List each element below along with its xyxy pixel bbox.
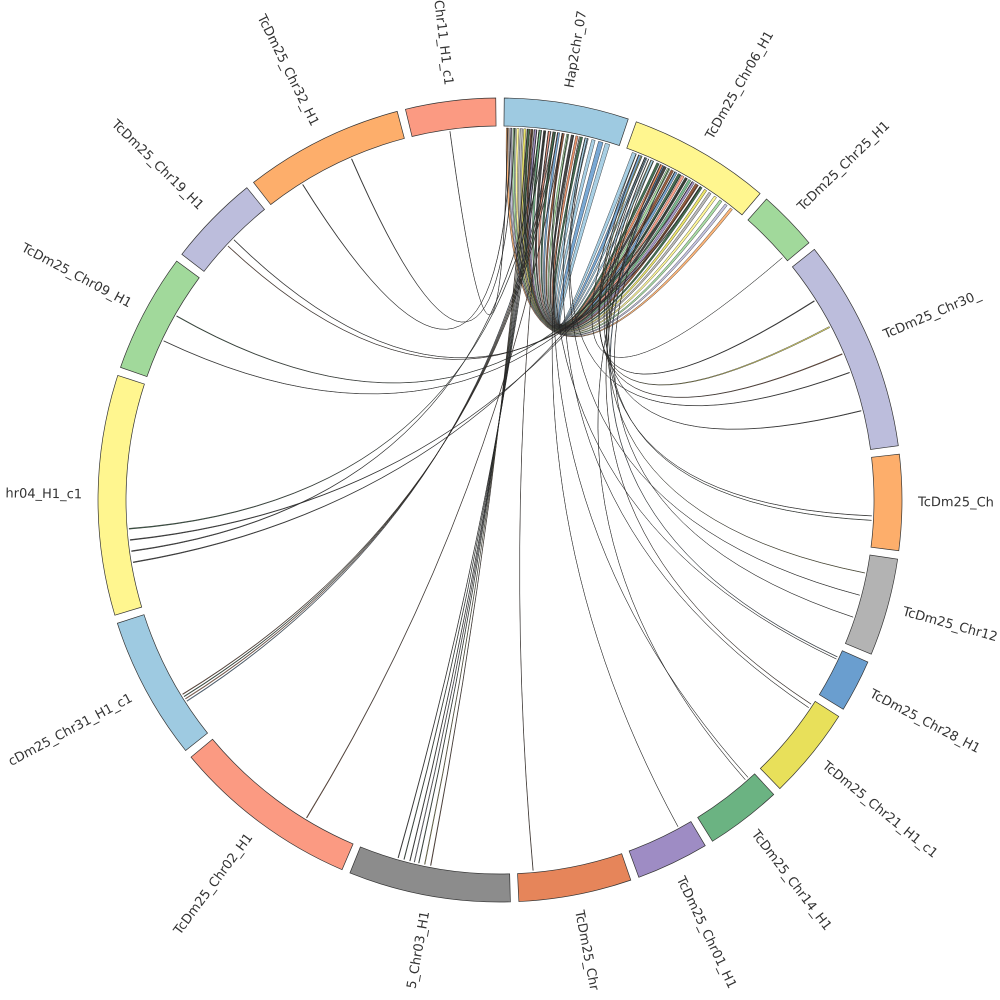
link-51: [562, 136, 810, 709]
sector-label: TcDm25_Chr06_H1: [702, 29, 777, 143]
sector-12: [190, 738, 354, 871]
sector-label: Hap2chr_07: [562, 10, 590, 89]
sector-label: 5_Chr03_H1: [405, 910, 434, 990]
sector-6: [818, 650, 869, 710]
link-24: [302, 127, 512, 330]
sector-label: TcDm25_Chr09_H1: [18, 240, 134, 311]
link-46: [519, 130, 549, 871]
sector-3: [791, 248, 899, 450]
sector-label: TcDm25_Chr02_H1: [171, 831, 257, 939]
link-14: [545, 132, 674, 327]
sector-4: [870, 453, 903, 552]
link-57: [605, 158, 872, 517]
sector-0: [503, 97, 629, 146]
link-30: [132, 171, 676, 563]
link-0: [505, 127, 733, 338]
sector-label: cDm25_Chr31_H1_c1: [6, 691, 135, 770]
sector-label: TcDm25_Chr32_H1: [253, 11, 321, 128]
link-23: [449, 127, 509, 315]
link-3: [515, 128, 717, 334]
link-29: [176, 177, 688, 384]
sector-label: TcDm25_Chr14_H1: [747, 827, 834, 934]
link-44: [403, 129, 540, 860]
link-63: [603, 157, 862, 430]
sector-label: Chr11_H1_c1: [430, 0, 455, 86]
sector-label: TcDm25_Ch: [917, 495, 994, 510]
link-43: [409, 129, 538, 862]
sector-label: TcDm25_Chr28_H1: [866, 686, 982, 756]
link-45: [397, 130, 542, 859]
link-33: [128, 130, 546, 530]
link-2: [512, 128, 723, 335]
link-5: [521, 128, 707, 332]
sector-16: [181, 187, 265, 272]
sector-5: [844, 554, 899, 655]
sector-17: [253, 110, 405, 206]
sector-2: [747, 198, 810, 262]
link-26: [227, 184, 699, 360]
link-27: [233, 186, 701, 359]
link-62: [569, 138, 850, 406]
sector-label: TcDm25_Chr21_H1_c1: [818, 758, 940, 861]
link-40: [424, 128, 531, 865]
sector-label: TcDm25_Chr25_H1: [794, 118, 893, 215]
link-25: [351, 128, 516, 323]
link-22: [559, 142, 637, 325]
sector-7: [759, 700, 840, 790]
link-18: [553, 136, 660, 326]
link-15: [547, 133, 671, 327]
link-32: [129, 174, 682, 541]
link-54: [606, 159, 866, 574]
link-28: [163, 181, 693, 395]
link-55: [568, 137, 860, 596]
link-58: [608, 160, 872, 521]
link-1: [509, 127, 728, 336]
links-layer: [128, 127, 872, 871]
link-60: [598, 155, 830, 386]
sector-9: [628, 821, 706, 878]
link-37: [182, 132, 559, 695]
sector-10: [517, 853, 632, 902]
link-52: [609, 165, 838, 658]
sector-label: TcDm25_Chr: [571, 908, 601, 992]
sectors-layer: [97, 97, 903, 903]
link-36: [183, 131, 556, 698]
sector-11: [349, 846, 511, 903]
sector-label: TcDm25_Chr30_: [880, 287, 983, 342]
sector-label: TcDm25_Chr19_H1: [107, 116, 206, 213]
link-7: [526, 129, 699, 330]
sector-15: [120, 260, 200, 378]
sector-14: [97, 374, 145, 616]
link-47: [551, 135, 679, 827]
sector-8: [697, 773, 775, 842]
link-34: [186, 131, 552, 702]
labels-layer: Hap2chr_07 TcDm25_Chr06_H1TcDm25_Chr25_H1…: [5, 0, 999, 992]
sector-label: TcDm25_Chr12: [900, 604, 999, 645]
link-41: [418, 129, 533, 864]
sector-label: TcDm25_Chr01_H1: [672, 873, 739, 991]
link-39: [430, 128, 528, 866]
link-56: [614, 168, 854, 618]
sector-13: [116, 614, 209, 752]
sector-1: [626, 121, 761, 216]
link-42: [413, 129, 535, 863]
link-53: [552, 132, 837, 660]
sector-18: [405, 97, 497, 137]
link-35: [185, 131, 554, 700]
sector-label: hr04_H1_c1: [5, 486, 82, 502]
link-16: [549, 134, 667, 326]
link-61: [598, 154, 843, 398]
link-48: [553, 134, 749, 778]
link-50: [605, 164, 812, 705]
